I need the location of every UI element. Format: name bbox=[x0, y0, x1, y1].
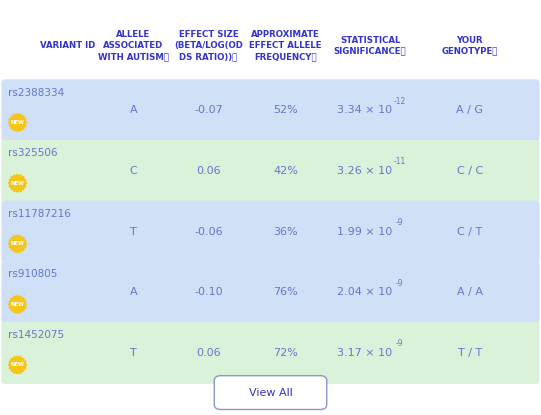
Text: NEW: NEW bbox=[11, 302, 24, 307]
Text: -9: -9 bbox=[396, 218, 404, 227]
FancyBboxPatch shape bbox=[2, 140, 539, 202]
Text: VARIANT ID: VARIANT ID bbox=[40, 41, 96, 50]
Text: NEW: NEW bbox=[11, 120, 24, 125]
Text: C: C bbox=[129, 166, 137, 176]
Text: A: A bbox=[129, 287, 137, 297]
Text: -0.06: -0.06 bbox=[194, 227, 223, 237]
Text: 72%: 72% bbox=[273, 348, 298, 358]
Text: 42%: 42% bbox=[273, 166, 298, 176]
Text: -12: -12 bbox=[393, 97, 406, 106]
FancyBboxPatch shape bbox=[2, 322, 539, 384]
Polygon shape bbox=[9, 295, 27, 313]
Text: 76%: 76% bbox=[273, 287, 298, 297]
Text: NEW: NEW bbox=[11, 362, 24, 367]
Text: 3.17 × 10: 3.17 × 10 bbox=[337, 348, 392, 358]
Text: A / A: A / A bbox=[457, 287, 483, 297]
Text: YOUR
GENOTYPEⓘ: YOUR GENOTYPEⓘ bbox=[441, 36, 498, 56]
Text: -0.07: -0.07 bbox=[194, 105, 223, 115]
Text: 1.99 × 10: 1.99 × 10 bbox=[337, 227, 392, 237]
Text: A: A bbox=[129, 105, 137, 115]
Text: 52%: 52% bbox=[273, 105, 298, 115]
Text: ALLELE
ASSOCIATED
WITH AUTISMⓘ: ALLELE ASSOCIATED WITH AUTISMⓘ bbox=[98, 30, 169, 61]
Text: -0.10: -0.10 bbox=[194, 287, 223, 297]
Text: T: T bbox=[130, 348, 137, 358]
Text: NEW: NEW bbox=[11, 241, 24, 246]
Text: -9: -9 bbox=[396, 278, 404, 288]
Text: T / T: T / T bbox=[458, 348, 482, 358]
Text: C / T: C / T bbox=[457, 227, 482, 237]
Text: 0.06: 0.06 bbox=[196, 348, 221, 358]
Polygon shape bbox=[9, 114, 27, 132]
FancyBboxPatch shape bbox=[2, 79, 539, 142]
Text: 36%: 36% bbox=[273, 227, 298, 237]
Text: 2.04 × 10: 2.04 × 10 bbox=[337, 287, 392, 297]
Text: NEW: NEW bbox=[11, 181, 24, 186]
Text: rs325506: rs325506 bbox=[8, 148, 57, 158]
Text: rs910805: rs910805 bbox=[8, 269, 57, 279]
FancyBboxPatch shape bbox=[2, 200, 539, 263]
Polygon shape bbox=[9, 356, 27, 374]
Text: T: T bbox=[130, 227, 137, 237]
Text: View All: View All bbox=[248, 388, 293, 398]
FancyBboxPatch shape bbox=[2, 261, 539, 323]
Text: rs1452075: rs1452075 bbox=[8, 330, 64, 340]
Text: -9: -9 bbox=[396, 339, 404, 348]
Polygon shape bbox=[9, 174, 27, 192]
Text: APPROXIMATE
EFFECT ALLELE
FREQUENCYⓘ: APPROXIMATE EFFECT ALLELE FREQUENCYⓘ bbox=[249, 30, 322, 61]
Text: -11: -11 bbox=[393, 157, 406, 166]
Text: rs11787216: rs11787216 bbox=[8, 209, 71, 219]
Text: 3.34 × 10: 3.34 × 10 bbox=[337, 105, 392, 115]
FancyBboxPatch shape bbox=[214, 376, 327, 410]
Text: rs2388334: rs2388334 bbox=[8, 88, 64, 98]
Text: 3.26 × 10: 3.26 × 10 bbox=[337, 166, 392, 176]
Polygon shape bbox=[9, 235, 27, 253]
Text: C / C: C / C bbox=[457, 166, 483, 176]
Text: 0.06: 0.06 bbox=[196, 166, 221, 176]
Text: EFFECT SIZE
(BETA/LOG(OD
DS RATIO))ⓘ: EFFECT SIZE (BETA/LOG(OD DS RATIO))ⓘ bbox=[174, 30, 243, 61]
Text: A / G: A / G bbox=[456, 105, 483, 115]
Text: STATISTICAL
SIGNIFICANCEⓘ: STATISTICAL SIGNIFICANCEⓘ bbox=[334, 36, 406, 56]
